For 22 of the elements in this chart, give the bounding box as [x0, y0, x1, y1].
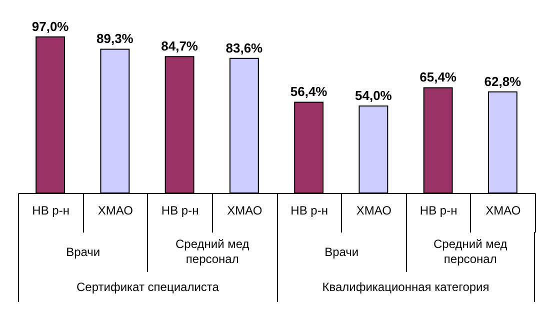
text: Средний мед персонал: [406, 232, 535, 272]
data-label: 83,6%: [226, 40, 264, 56]
text: Квалификационная категория: [276, 272, 535, 302]
data-label: 97,0%: [32, 18, 70, 34]
x-tick-label: НВ р-н: [290, 204, 328, 218]
text: Врачи: [276, 232, 406, 272]
data-label: 65,4%: [420, 70, 457, 85]
text: Средний мед персонал: [147, 232, 276, 272]
x-tick-label: НВ р-н: [161, 204, 199, 218]
x-tick-label: НВ р-н: [420, 204, 458, 218]
data-label: 84,7%: [161, 38, 198, 54]
x-tick-label: ХМАО: [98, 204, 133, 218]
text: Врачи: [18, 232, 148, 272]
x-tick-label: ХМАО: [356, 204, 392, 218]
data-label: 62,8%: [484, 74, 522, 89]
x-tick-label: ХМАО: [227, 204, 262, 218]
data-label: 56,4%: [290, 84, 328, 100]
text: Сертификат специалиста: [18, 272, 276, 302]
x-tick-label: НВ р-н: [32, 204, 70, 218]
x-tick-label: ХМАО: [486, 204, 521, 218]
data-label: 89,3%: [96, 31, 134, 46]
data-label: 54,0%: [355, 88, 392, 104]
